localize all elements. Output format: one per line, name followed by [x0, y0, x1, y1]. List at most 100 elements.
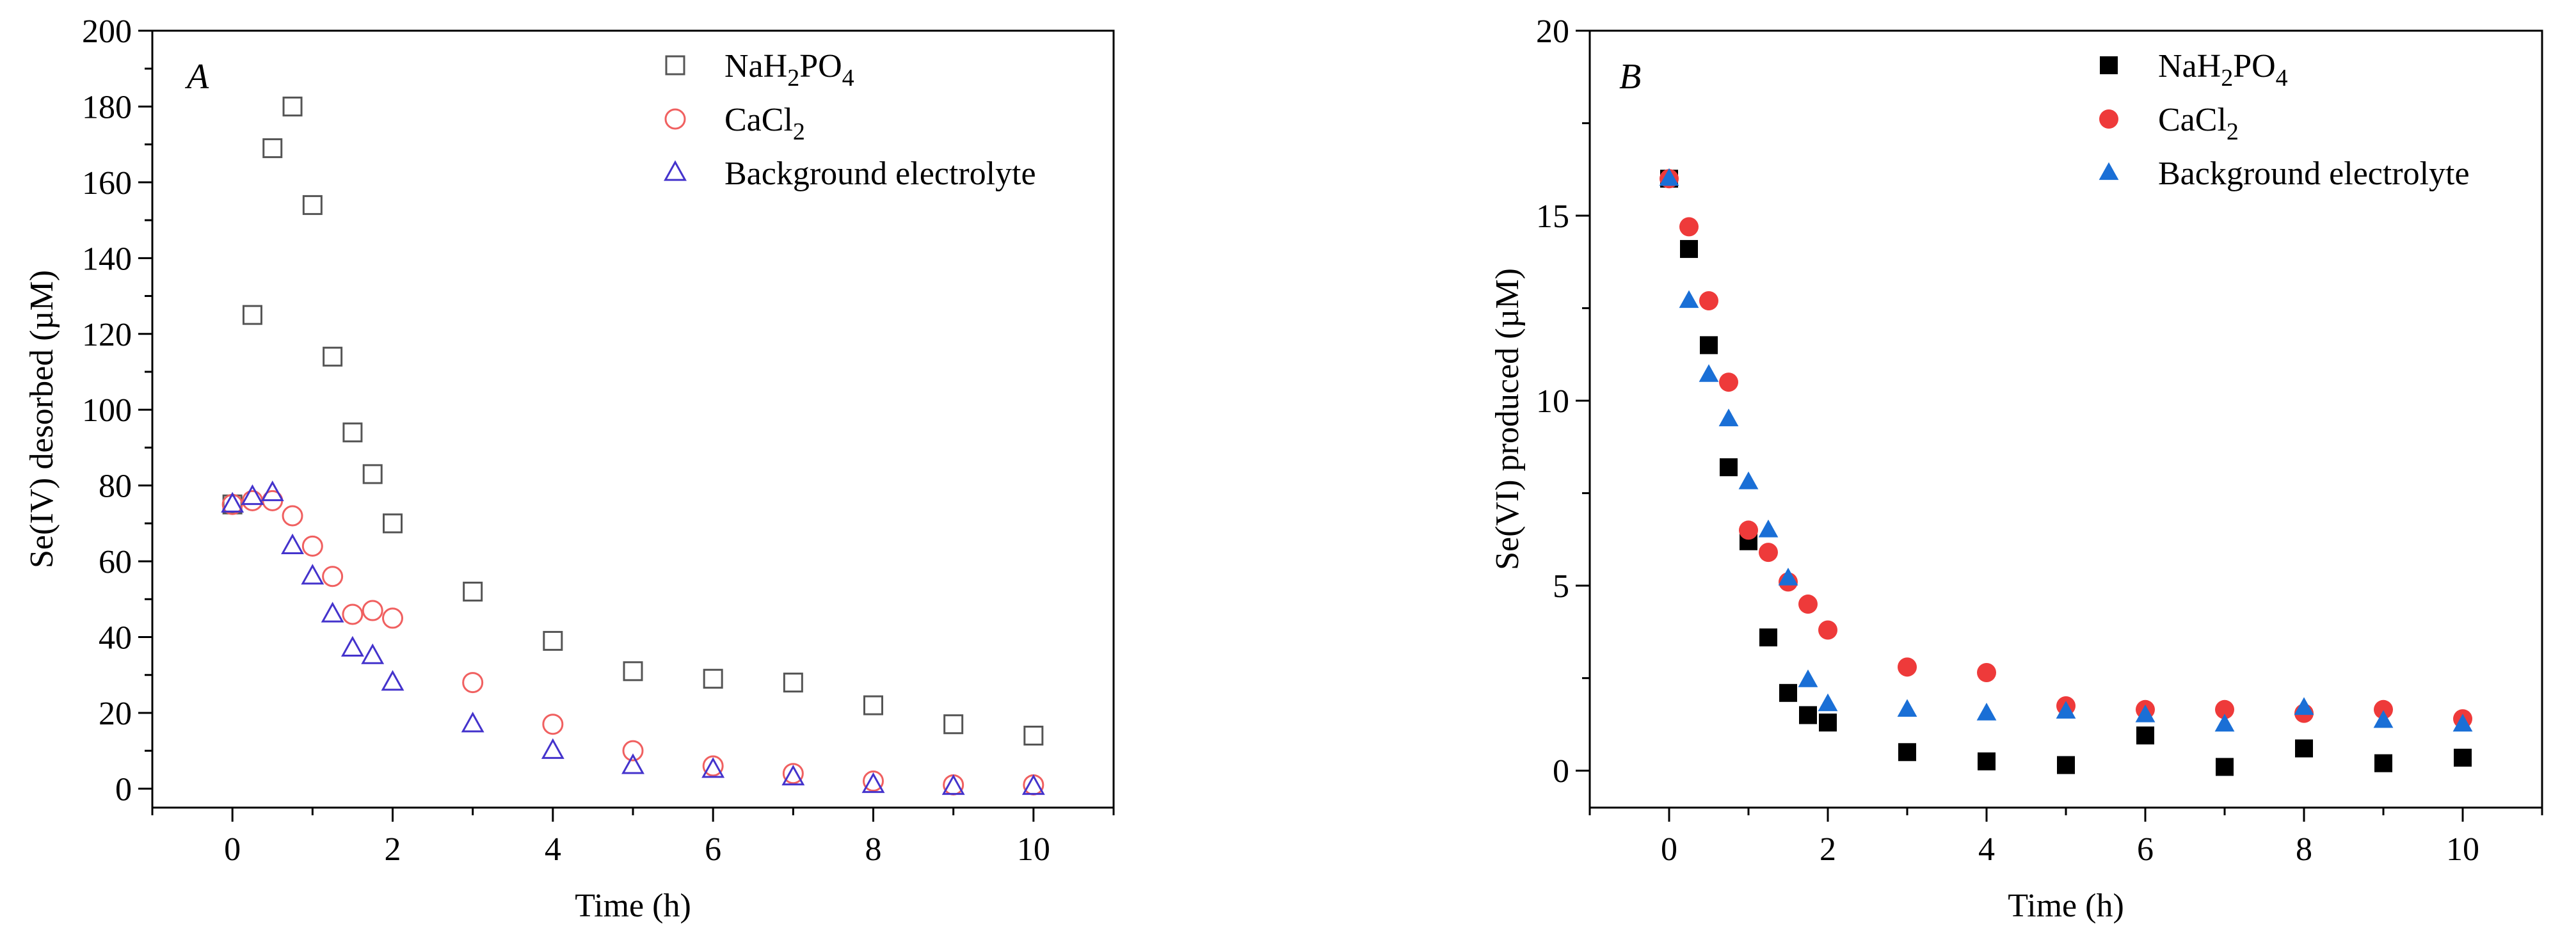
data-point-background-electrolyte — [241, 484, 264, 506]
data-point-cacl2 — [702, 755, 724, 777]
x-tick-label: 6 — [705, 831, 721, 868]
legend-subscript: 2 — [793, 118, 805, 145]
legend-label: NaH2PO4 — [724, 48, 854, 92]
data-point-cacl2 — [1679, 217, 1699, 237]
legend-marker — [665, 55, 685, 76]
data-point-background-electrolyte — [701, 757, 725, 778]
series-cacl2 — [221, 490, 1044, 795]
data-point-background-electrolyte — [340, 635, 364, 657]
data-point-background-electrolyte — [2135, 704, 2156, 722]
data-point-background-electrolyte — [1021, 774, 1045, 795]
data-point-nah2po4 — [262, 138, 283, 159]
data-point-cacl2 — [241, 490, 263, 511]
legend-text-main: Background electrolyte — [724, 156, 1036, 192]
legend-subscript: 2 — [787, 65, 799, 92]
legend-marker — [664, 108, 686, 130]
legend-marker — [2099, 162, 2119, 180]
y-tick-label: 200 — [82, 13, 132, 50]
data-point-nah2po4 — [323, 346, 343, 367]
legend-text-mid: PO — [799, 48, 842, 84]
data-point-cacl2 — [1719, 372, 1738, 392]
y-tick-label: 0 — [115, 771, 132, 808]
data-point-nah2po4 — [342, 422, 363, 443]
data-point-background-electrolyte — [1699, 364, 1719, 382]
data-point-background-electrolyte — [2294, 697, 2314, 715]
data-point-background-electrolyte — [381, 669, 404, 691]
data-point-background-electrolyte — [1718, 408, 1739, 427]
data-point-nah2po4 — [1759, 628, 1777, 647]
data-point-nah2po4 — [2295, 739, 2313, 758]
series-nah2po4 — [1660, 170, 2472, 776]
y-axis-title: Se(IV) desorbed (µM) — [24, 270, 60, 568]
x-tick-label: 6 — [2137, 831, 2154, 868]
data-point-nah2po4 — [463, 581, 483, 602]
data-point-cacl2 — [1739, 520, 1758, 540]
x-tick-label: 10 — [1017, 831, 1050, 868]
data-point-background-electrolyte — [301, 564, 324, 585]
data-point-cacl2 — [1798, 595, 1818, 614]
legend-item-cacl2: CaCl2 — [664, 102, 805, 145]
data-point-background-electrolyte — [2056, 701, 2076, 719]
data-point-nah2po4 — [1898, 743, 1916, 762]
data-point-background-electrolyte — [2373, 710, 2394, 728]
data-point-nah2po4 — [1819, 714, 1837, 732]
y-tick-label: 100 — [82, 392, 132, 429]
data-point-background-electrolyte — [361, 643, 385, 664]
y-tick-label: 0 — [1553, 753, 1569, 790]
y-tick-label: 140 — [82, 241, 132, 277]
y-tick-label: 180 — [82, 89, 132, 125]
series-background-electrolyte — [221, 480, 1045, 795]
data-point-background-electrolyte — [1778, 568, 1798, 586]
legend-text-mid: PO — [2233, 48, 2275, 84]
data-point-nah2po4 — [863, 695, 883, 715]
data-point-nah2po4 — [242, 305, 262, 325]
x-tick-label: 2 — [385, 831, 401, 868]
x-axis-title: Time (h) — [575, 888, 691, 924]
x-tick-label: 0 — [224, 831, 241, 868]
data-point-cacl2 — [863, 770, 884, 792]
data-point-cacl2 — [622, 740, 644, 762]
data-point-background-electrolyte — [1897, 699, 1917, 717]
data-point-cacl2 — [1759, 543, 1778, 563]
y-axis-title: Se(VI) produced (µM) — [1489, 268, 1526, 570]
data-point-nah2po4 — [1023, 725, 1044, 746]
x-tick-label: 8 — [865, 831, 882, 868]
y-tick-label: 120 — [82, 317, 132, 353]
legend-label: CaCl2 — [724, 102, 805, 145]
x-tick-label: 10 — [2446, 831, 2479, 868]
x-tick-label: 0 — [1661, 831, 1677, 868]
data-point-nah2po4 — [2454, 748, 2472, 767]
data-point-cacl2 — [2374, 699, 2393, 719]
data-point-nah2po4 — [703, 669, 723, 689]
legend-text-main: NaH — [2158, 48, 2221, 84]
data-point-nah2po4 — [302, 195, 323, 215]
x-tick-label: 4 — [545, 831, 561, 868]
panel-label: A — [184, 57, 209, 97]
data-point-background-electrolyte — [2214, 714, 2235, 732]
data-point-background-electrolyte — [1738, 471, 1759, 490]
data-point-nah2po4 — [783, 673, 803, 693]
y-tick-label: 10 — [1536, 383, 1569, 420]
data-point-nah2po4 — [543, 630, 563, 651]
data-point-cacl2 — [1898, 657, 1917, 677]
series-nah2po4 — [222, 96, 1044, 746]
data-point-cacl2 — [782, 763, 804, 785]
legend-subscript: 4 — [2276, 65, 2288, 92]
legend-text-main: CaCl — [724, 102, 793, 138]
data-point-cacl2 — [382, 607, 403, 629]
legend-label: CaCl2 — [2158, 102, 2239, 145]
legend-item-background-electrolyte: Background electrolyte — [2099, 156, 2470, 192]
data-point-nah2po4 — [1779, 683, 1797, 702]
data-point-background-electrolyte — [541, 738, 564, 759]
data-point-nah2po4 — [1978, 752, 1996, 770]
data-point-nah2po4 — [2216, 758, 2234, 776]
data-point-background-electrolyte — [861, 772, 885, 794]
data-point-background-electrolyte — [1976, 703, 1997, 721]
plot-frame — [151, 29, 1115, 809]
data-point-nah2po4 — [282, 96, 303, 116]
data-point-background-electrolyte — [781, 765, 805, 786]
legend-text-main: Background electrolyte — [2158, 156, 2470, 192]
data-point-nah2po4 — [623, 661, 643, 682]
